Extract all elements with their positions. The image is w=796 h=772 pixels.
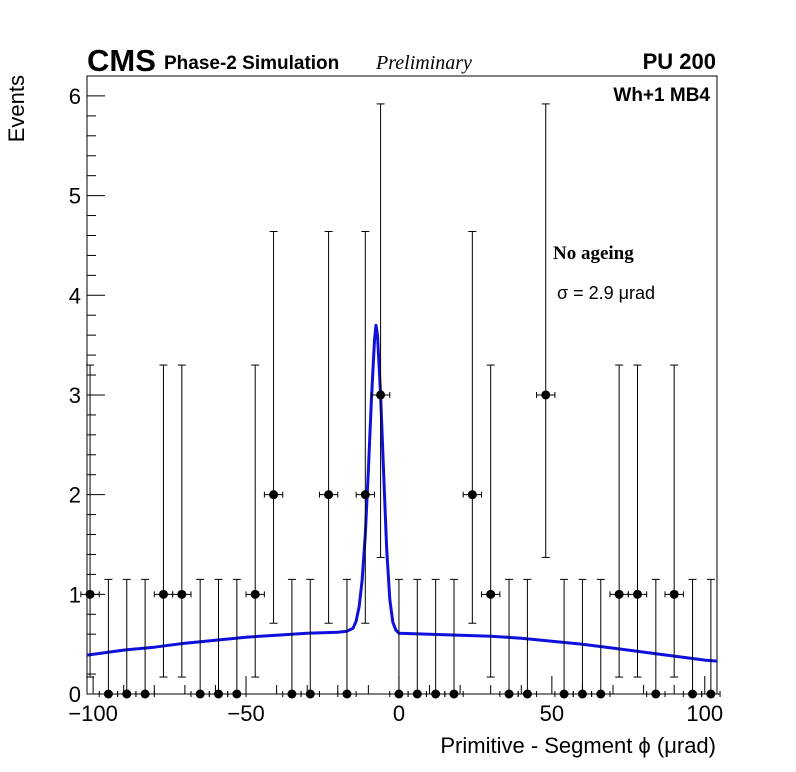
data-point — [688, 689, 698, 699]
data-point — [305, 689, 315, 699]
data-point — [103, 689, 113, 699]
y-tick-label: 4 — [69, 283, 81, 308]
data-point — [614, 589, 624, 599]
data-point — [140, 689, 150, 699]
preliminary-label: Preliminary — [375, 52, 472, 74]
data-point — [250, 589, 260, 599]
data-point — [158, 589, 168, 599]
data-point — [541, 390, 551, 400]
y-tick-label: 3 — [69, 383, 81, 408]
y-tick-label: 6 — [69, 84, 81, 109]
pileup-label: PU 200 — [643, 49, 716, 74]
y-tick-label: 0 — [69, 682, 81, 707]
x-tick-label: 0 — [393, 701, 405, 726]
y-tick-label: 1 — [69, 582, 81, 607]
data-point — [287, 689, 297, 699]
data-point — [706, 689, 716, 699]
data-point — [504, 689, 514, 699]
cms-label: CMS — [87, 43, 156, 78]
data-point — [559, 689, 569, 699]
data-point — [122, 689, 132, 699]
data-point — [195, 689, 205, 699]
data-point — [412, 689, 422, 699]
data-point — [85, 589, 95, 599]
data-point — [360, 490, 370, 500]
data-point — [486, 589, 496, 599]
y-tick-label: 5 — [69, 184, 81, 209]
axes-layer: 0 1 2 3 4 5 6 −100 −50 0 50 100 — [68, 75, 723, 726]
data-point — [177, 589, 187, 599]
data-point — [431, 689, 441, 699]
legend-sigma: σ = 2.9 μrad — [557, 283, 655, 303]
y-axis-title: Events — [4, 75, 29, 142]
legend-condition: No ageing — [553, 243, 634, 264]
data-point — [577, 689, 587, 699]
data-point — [522, 689, 532, 699]
phase2-label: Phase-2 Simulation — [164, 53, 339, 74]
x-tick-label: 50 — [540, 701, 564, 726]
data-point — [269, 490, 279, 500]
data-point — [394, 689, 404, 699]
data-layer — [80, 103, 721, 699]
data-point — [232, 689, 242, 699]
data-point — [467, 490, 477, 500]
fit-curve — [86, 323, 718, 663]
data-point — [596, 689, 606, 699]
data-point — [632, 589, 642, 599]
data-point — [669, 589, 679, 599]
data-point — [376, 390, 386, 400]
data-point — [324, 490, 334, 500]
data-point — [449, 689, 459, 699]
y-tick-label: 2 — [69, 483, 81, 508]
data-point — [342, 689, 352, 699]
x-tick-label: −100 — [68, 701, 118, 726]
data-point — [651, 689, 661, 699]
x-tick-label: 100 — [686, 701, 723, 726]
x-tick-label: −50 — [227, 701, 264, 726]
data-point — [214, 689, 224, 699]
x-axis-title: Primitive - Segment ϕ (μrad) — [440, 733, 716, 758]
chamber-label: Wh+1 MB4 — [613, 85, 710, 106]
